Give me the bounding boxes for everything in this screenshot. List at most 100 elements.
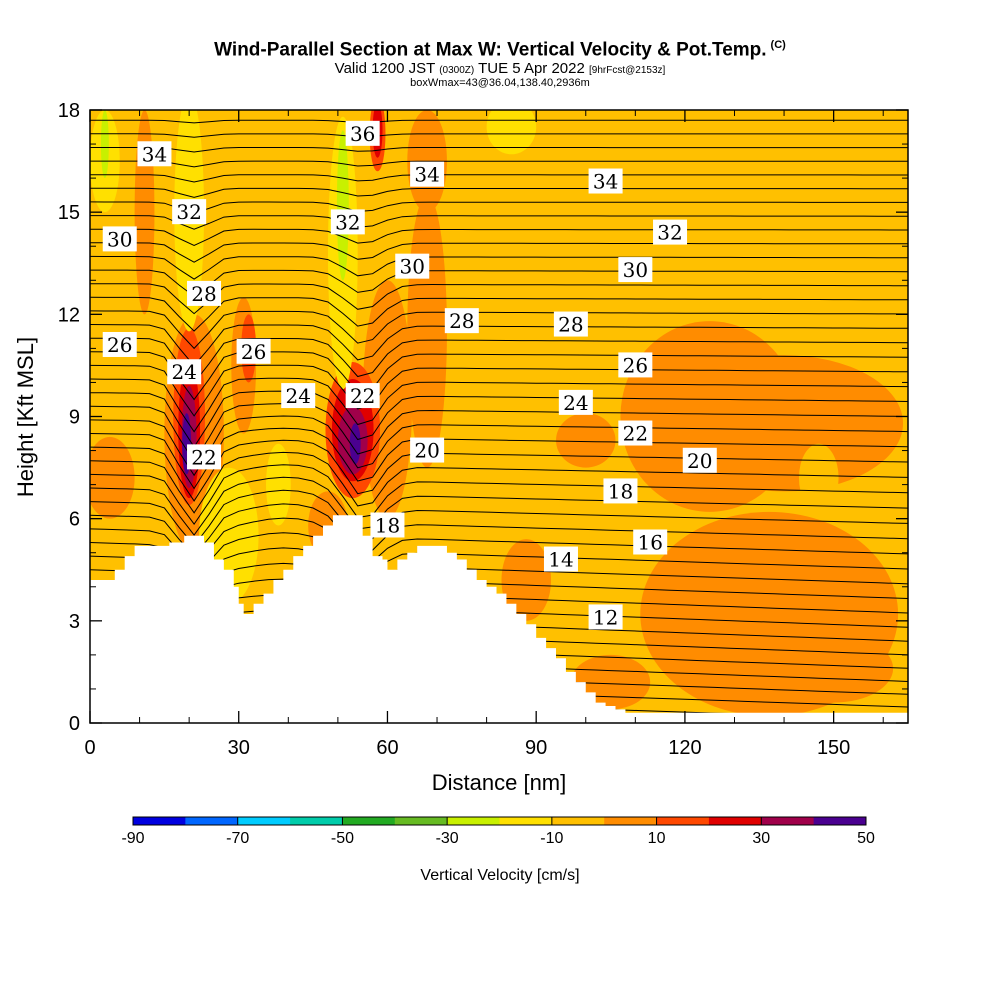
y-tick-label: 15	[58, 202, 80, 224]
theta-label-box	[588, 168, 623, 194]
theta-contour-line	[90, 532, 908, 577]
valid-date: TUE 5 Apr 2022	[478, 60, 585, 77]
theta-label-box	[167, 359, 202, 385]
theta-label-text: 28	[191, 282, 216, 306]
velocity-cell	[798, 443, 839, 512]
theta-label-box	[618, 352, 653, 378]
theta-contour-line	[90, 310, 908, 350]
theta-label-text: 18	[375, 513, 400, 537]
theta-label-text: 12	[593, 605, 618, 629]
colorbar-swatch	[133, 817, 186, 825]
chart-title: Wind-Parallel Section at Max W: Vertical…	[0, 40, 1000, 60]
theta-label-box	[345, 383, 380, 409]
theta-label-box	[618, 420, 653, 446]
theta-label: 14	[543, 546, 578, 572]
colorbar-swatch	[394, 817, 448, 825]
theta-label: 16	[633, 529, 668, 555]
theta-label: 32	[653, 219, 688, 245]
theta-contour-line	[90, 133, 908, 138]
colorbar-swatch	[499, 817, 553, 825]
theta-label-text: 24	[563, 391, 588, 415]
colorbar-tick-label: -90	[121, 830, 144, 847]
colorbar-swatch	[604, 817, 658, 825]
theta-label: 24	[558, 389, 593, 415]
theta-label: 30	[618, 257, 653, 283]
y-tick-label: 18	[58, 100, 80, 122]
theta-label: 24	[281, 383, 316, 409]
theta-label-box	[345, 120, 380, 146]
theta-label-box	[633, 529, 668, 555]
theta-label: 32	[172, 199, 207, 225]
theta-label: 24	[167, 359, 202, 385]
theta-label: 28	[553, 311, 588, 337]
velocity-cell	[501, 539, 552, 621]
theta-label-text: 32	[335, 210, 360, 234]
colorbar-swatch	[761, 817, 815, 825]
x-axis-title: Distance [nm]	[432, 770, 567, 795]
colorbar-swatch	[342, 817, 396, 825]
theta-label: 22	[618, 420, 653, 446]
theta-label-box	[102, 331, 137, 357]
theta-contour-line	[90, 187, 908, 198]
x-tick-label: 60	[376, 737, 398, 759]
theta-label: 12	[588, 604, 623, 630]
theta-label: 26	[102, 331, 137, 357]
theta-contour-line	[90, 517, 908, 567]
colorbar-title: Vertical Velocity [cm/s]	[420, 867, 579, 884]
theta-contour-line	[90, 364, 908, 417]
y-tick-label: 3	[69, 611, 80, 633]
theta-label-box	[187, 444, 222, 470]
theta-contour-line	[90, 503, 908, 557]
theta-label-box	[236, 338, 271, 364]
colorbar-swatch	[708, 817, 762, 825]
theta-contour-line	[90, 147, 908, 153]
colorbar-swatch	[237, 817, 291, 825]
colorbar-swatch	[551, 817, 605, 825]
theta-label-text: 26	[241, 340, 266, 364]
theta-label: 20	[682, 447, 717, 473]
theta-label-box	[603, 478, 638, 504]
theta-label: 18	[370, 512, 405, 538]
colorbar-tick-label: -50	[331, 830, 354, 847]
colorbar-tick-label: 30	[752, 830, 770, 847]
theta-label: 30	[395, 253, 430, 279]
y-axis-title: Height [Kft MSL]	[13, 337, 38, 497]
theta-contour-line	[90, 160, 908, 168]
theta-label-text: 20	[414, 439, 439, 463]
valid-time: Valid 1200 JST	[334, 60, 436, 77]
colorbar-swatch	[185, 817, 239, 825]
theta-contour-line	[90, 174, 908, 183]
theta-label-text: 14	[548, 548, 573, 572]
forecast-info: [9hrFcst@2153z]	[589, 65, 666, 76]
theta-label: 26	[236, 338, 271, 364]
theta-label-box	[410, 437, 445, 463]
theta-contour-line	[90, 451, 908, 514]
theta-label-text: 34	[593, 170, 618, 194]
theta-label: 26	[618, 352, 653, 378]
theta-contour-line	[90, 415, 908, 477]
terrain-mask	[90, 515, 908, 723]
y-tick-label: 12	[58, 304, 80, 326]
theta-label-box	[187, 280, 222, 306]
velocity-cell	[265, 443, 291, 526]
theta-label-text: 24	[171, 360, 196, 384]
x-tick-label: 120	[668, 737, 701, 759]
velocity-cell	[486, 110, 537, 155]
theta-label-text: 28	[449, 309, 474, 333]
velocity-cell	[620, 321, 799, 512]
theta-contour-line	[90, 464, 908, 525]
theta-contour-line	[90, 269, 908, 297]
theta-label-box	[281, 383, 316, 409]
velocity-cell	[90, 436, 135, 519]
theta-label-text: 26	[107, 333, 132, 357]
colorbar-tick-label: 10	[648, 830, 666, 847]
theta-label-box	[558, 389, 593, 415]
theta-label-text: 32	[176, 200, 201, 224]
x-tick-label: 30	[228, 737, 250, 759]
theta-label-text: 34	[414, 163, 439, 187]
theta-label-box	[410, 161, 445, 187]
theta-label: 30	[102, 226, 137, 252]
theta-label-text: 22	[623, 422, 648, 446]
box-info: boxWmax=43@36.04,138.40,2936m	[410, 77, 590, 89]
